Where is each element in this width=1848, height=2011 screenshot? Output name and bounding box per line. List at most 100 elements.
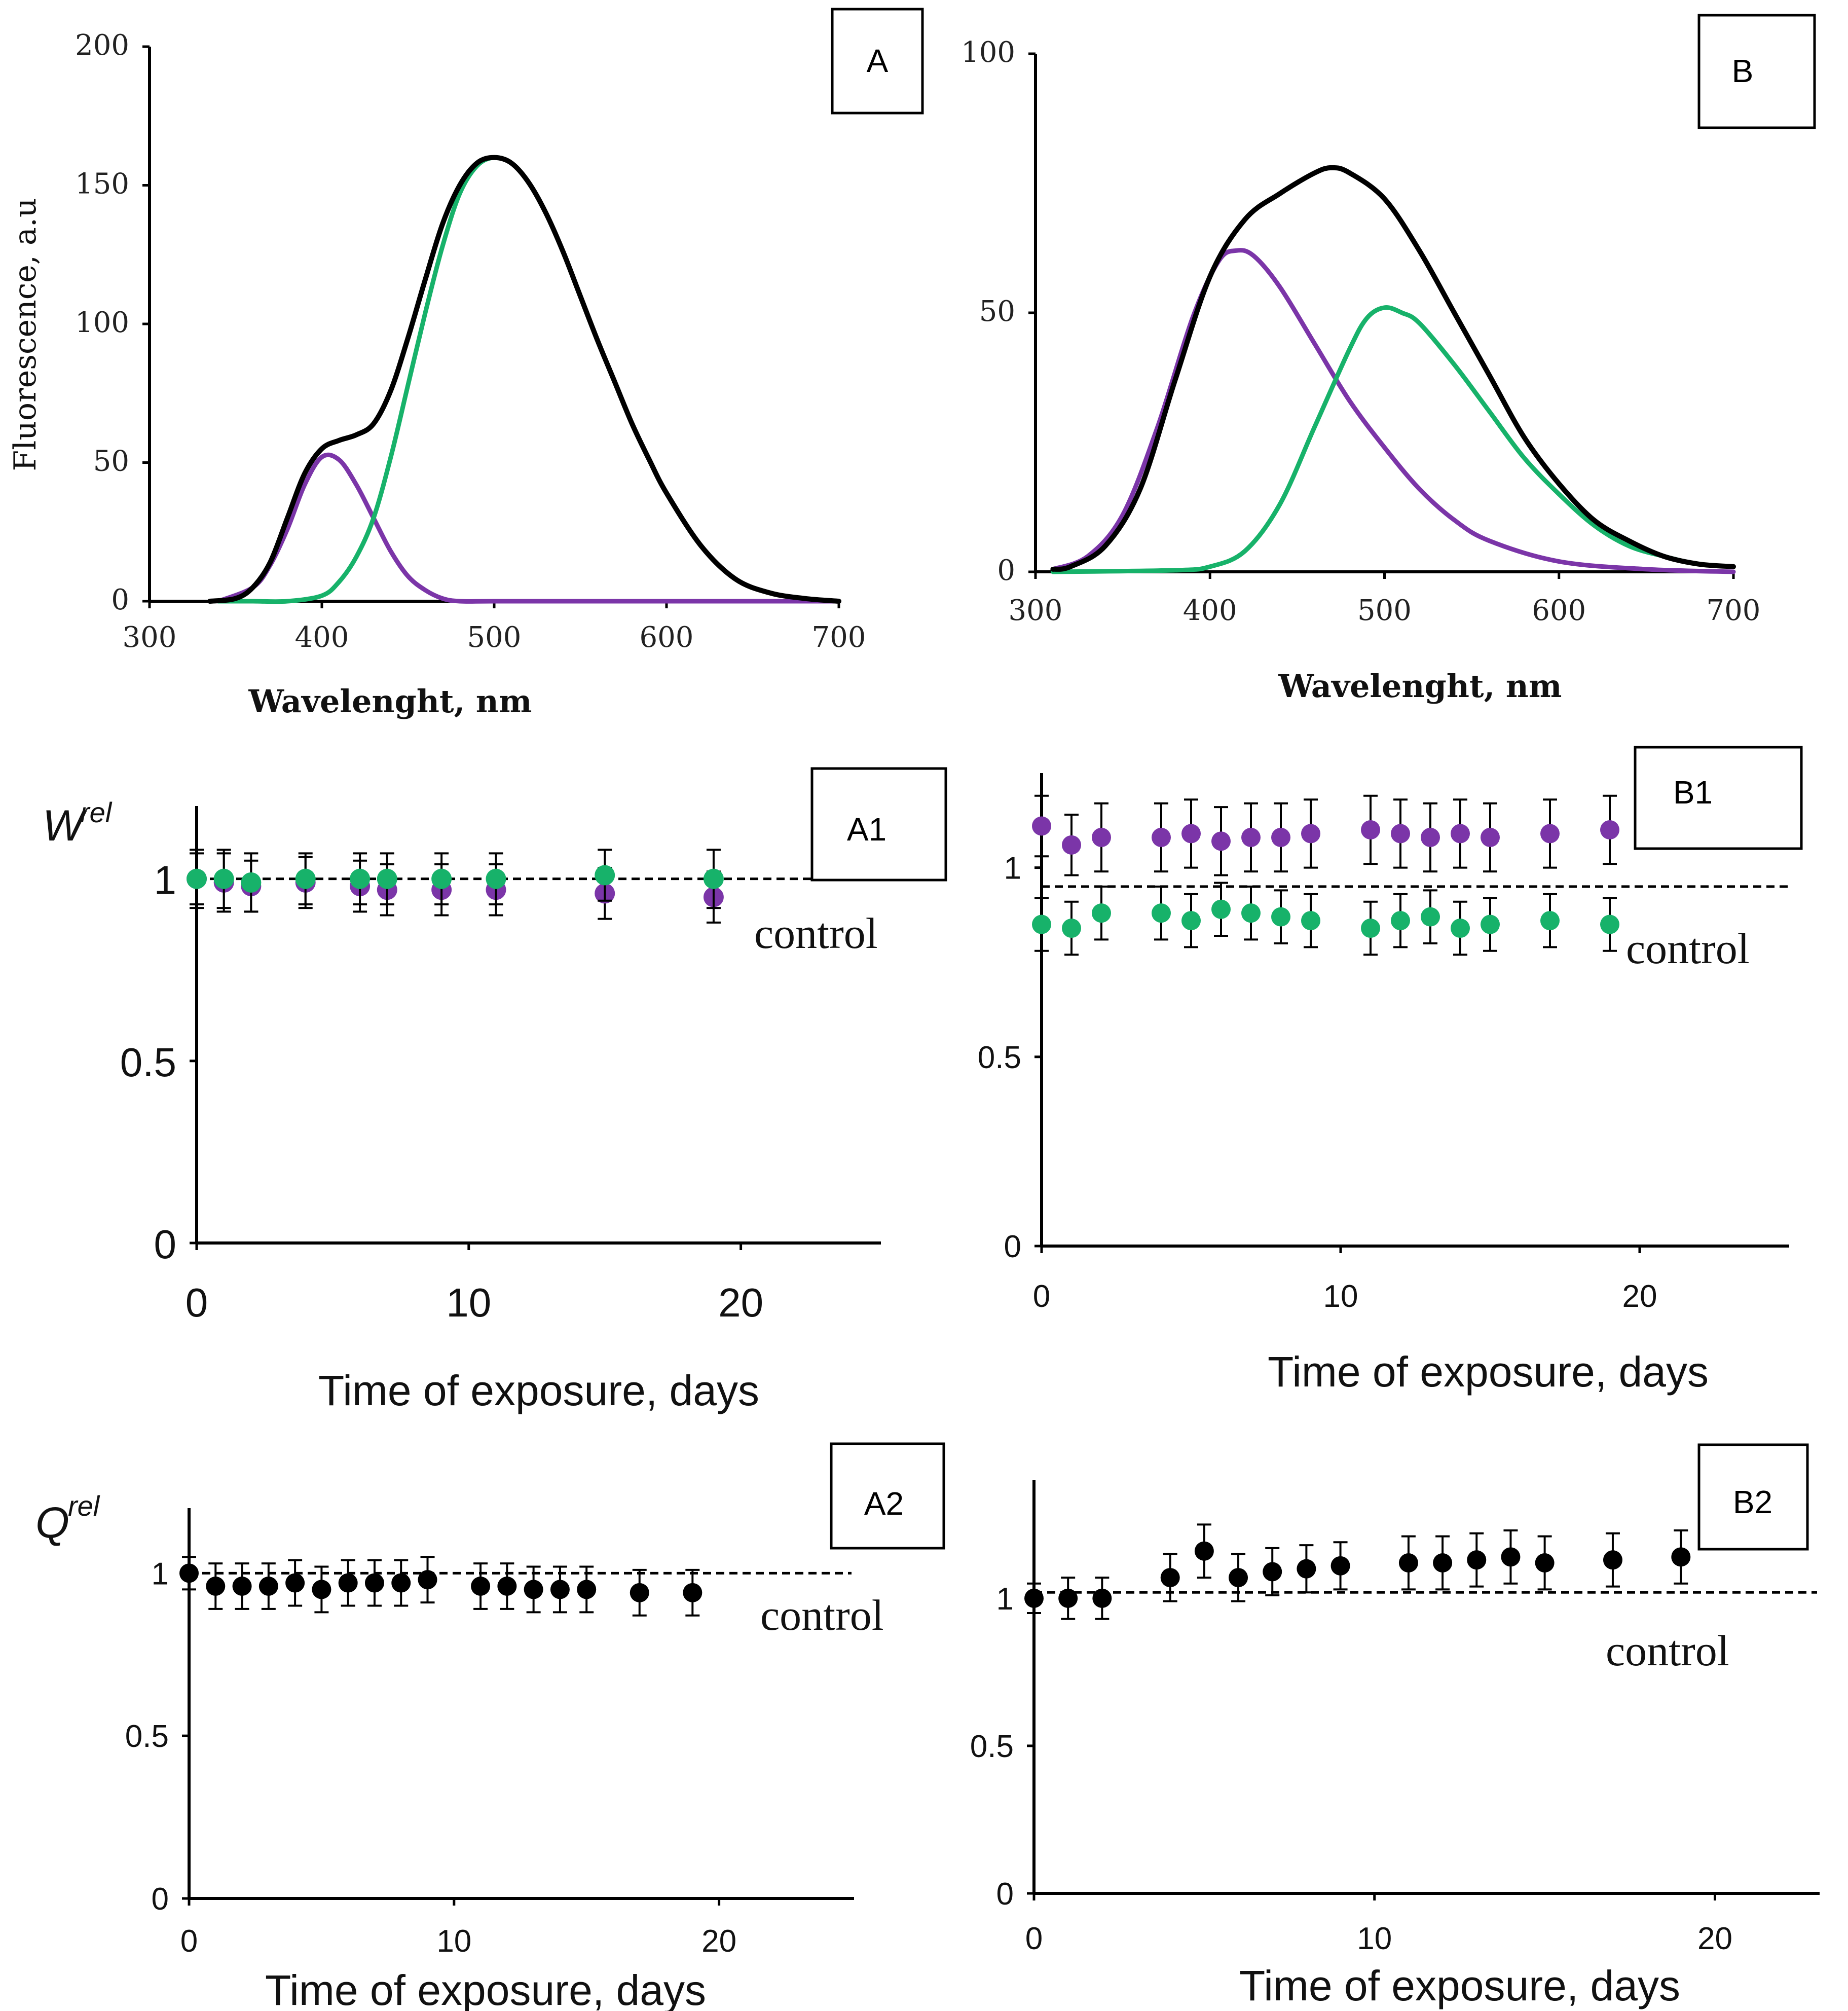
y-tick-label: 50 bbox=[93, 445, 129, 478]
data-point-green bbox=[1301, 911, 1320, 931]
data-point-black bbox=[497, 1577, 517, 1596]
panel-a1-ylabel-sup: rel bbox=[80, 796, 113, 828]
panel-b2-control-label: control bbox=[1606, 1626, 1729, 1675]
data-point-green bbox=[595, 865, 615, 886]
panel-a2-ylabel-sup: rel bbox=[68, 1490, 100, 1522]
x-tick-label: 300 bbox=[1009, 594, 1063, 627]
panel-b2-ticks: 0 10 20 0 0.5 1 bbox=[970, 1582, 1732, 1956]
data-point-black bbox=[1024, 1588, 1044, 1608]
panel-b1-ticks: 0 10 20 0 0.5 1 bbox=[978, 851, 1657, 1314]
data-point-black bbox=[258, 1577, 278, 1596]
y-tick-label: 100 bbox=[75, 306, 129, 339]
data-point-black bbox=[1297, 1559, 1316, 1579]
x-tick-label: 10 bbox=[446, 1280, 491, 1325]
data-point-purple bbox=[1181, 824, 1201, 844]
data-point-purple bbox=[1301, 824, 1320, 844]
panel-b2-xlabel: Time of exposure, days bbox=[1239, 1962, 1680, 2009]
panel-a1: W rel Time of exposure, days 0 10 2000.51 … bbox=[43, 767, 947, 1414]
panel-a1-points bbox=[187, 849, 877, 924]
data-point-green bbox=[1152, 903, 1171, 923]
data-point-purple bbox=[1361, 820, 1380, 839]
x-tick-label: 20 bbox=[1622, 1279, 1657, 1314]
x-tick-label: 0 bbox=[1025, 1921, 1043, 1956]
panel-b-ticks: 300 400 500 600 700 0 50 100 bbox=[961, 36, 1760, 627]
x-tick-label: 500 bbox=[1357, 594, 1412, 627]
x-tick-label: 600 bbox=[1532, 594, 1586, 627]
x-tick-label: 500 bbox=[467, 621, 522, 654]
data-point-black bbox=[1263, 1562, 1282, 1582]
series-purple-band bbox=[1050, 248, 1736, 574]
y-tick-label: 1 bbox=[996, 1582, 1014, 1617]
x-tick-label: 700 bbox=[812, 621, 866, 654]
y-tick-label: 0.5 bbox=[120, 1040, 176, 1085]
x-tick-label: 300 bbox=[123, 621, 177, 654]
data-point-green bbox=[1451, 919, 1470, 938]
y-tick-label: 0 bbox=[997, 554, 1015, 587]
panel-a2-ylabel: Q bbox=[35, 1498, 69, 1547]
data-point-purple bbox=[1241, 827, 1261, 847]
panel-a2-points bbox=[179, 1556, 852, 1617]
panel-b-label-box bbox=[1697, 14, 1816, 129]
y-tick-label: 1 bbox=[152, 1556, 169, 1591]
y-tick-label: 1 bbox=[1004, 851, 1021, 886]
data-point-green bbox=[1211, 899, 1231, 919]
y-tick-label: 100 bbox=[961, 36, 1015, 69]
y-tick-label: 0 bbox=[1004, 1229, 1021, 1264]
data-point-black bbox=[312, 1580, 331, 1599]
data-point-black bbox=[1092, 1588, 1112, 1608]
y-tick-label: 200 bbox=[75, 29, 129, 62]
y-tick-label: 0.5 bbox=[125, 1719, 169, 1754]
data-point-black bbox=[630, 1583, 649, 1602]
data-point-green bbox=[1181, 911, 1201, 931]
data-point-green bbox=[431, 868, 452, 889]
panel-b2-points bbox=[1024, 1523, 1817, 1620]
x-tick-label: 400 bbox=[1183, 594, 1237, 627]
panel-a2-control-label: control bbox=[760, 1591, 884, 1639]
data-point-black bbox=[179, 1563, 199, 1583]
data-point-green bbox=[1062, 919, 1081, 938]
data-point-black bbox=[524, 1580, 543, 1599]
panel-a1-ticks: 0 10 20 0 0.5 1 bbox=[120, 858, 763, 1325]
x-tick-label: 20 bbox=[701, 1924, 736, 1959]
panel-a2-xlabel: Time of exposure, days bbox=[265, 1966, 706, 2011]
data-point-black bbox=[471, 1577, 491, 1596]
y-tick-label: 0 bbox=[996, 1877, 1014, 1912]
data-point-green bbox=[213, 868, 234, 889]
data-point-black bbox=[1229, 1568, 1248, 1588]
series-total bbox=[207, 155, 841, 604]
panel-b1-label: B1 bbox=[1673, 774, 1713, 811]
series-green-band bbox=[1050, 305, 1736, 574]
panel-a-ylabel: Fluorescence, a.u bbox=[8, 198, 43, 471]
data-point-green bbox=[1032, 915, 1051, 934]
panel-a1-xlabel: Time of exposure, days bbox=[318, 1367, 759, 1414]
data-point-green bbox=[1271, 907, 1290, 927]
data-point-black bbox=[338, 1573, 358, 1593]
x-tick-label: 0 bbox=[180, 1924, 198, 1959]
panel-b2-label: B2 bbox=[1733, 1484, 1772, 1520]
data-point-purple bbox=[1062, 835, 1081, 855]
data-point-green bbox=[377, 868, 397, 889]
data-point-green bbox=[1361, 919, 1380, 938]
data-point-black bbox=[364, 1573, 384, 1593]
y-tick-label: 1 bbox=[154, 858, 177, 903]
x-tick-label: 0 bbox=[186, 1280, 208, 1325]
series-total bbox=[1050, 165, 1736, 572]
data-point-green bbox=[1421, 907, 1440, 927]
panel-a1-label: A1 bbox=[847, 811, 886, 848]
data-point-green bbox=[350, 868, 371, 889]
y-tick-label: 50 bbox=[979, 295, 1015, 328]
panel-b1-label-box bbox=[1634, 746, 1803, 850]
data-point-black bbox=[1433, 1553, 1453, 1573]
data-point-black bbox=[1058, 1588, 1078, 1608]
x-tick-label: 20 bbox=[1697, 1921, 1732, 1956]
data-point-black bbox=[1603, 1550, 1622, 1570]
panel-a2-ticks: 0 10 20 0 0.5 1 bbox=[125, 1556, 736, 1959]
data-point-black bbox=[1330, 1556, 1350, 1576]
panel-b2-axes bbox=[1032, 1480, 1820, 1895]
panel-a2-label: A2 bbox=[864, 1485, 904, 1522]
series-purple-band bbox=[216, 452, 841, 604]
y-tick-label: 150 bbox=[75, 168, 129, 201]
panel-a1-label-box bbox=[810, 767, 947, 882]
data-point-purple bbox=[1600, 820, 1619, 839]
